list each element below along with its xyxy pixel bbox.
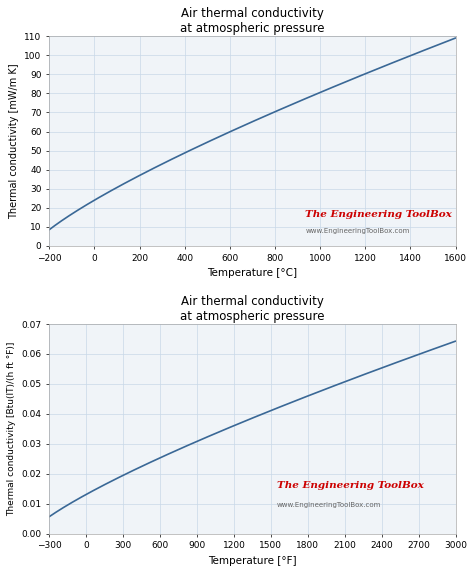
Text: www.EngineeringToolBox.com: www.EngineeringToolBox.com — [277, 501, 381, 508]
Title: Air thermal conductivity
at atmospheric pressure: Air thermal conductivity at atmospheric … — [180, 7, 325, 35]
Text: www.EngineeringToolBox.com: www.EngineeringToolBox.com — [305, 229, 410, 234]
X-axis label: Temperature [°C]: Temperature [°C] — [207, 268, 298, 278]
Text: The Engineering ToolBox: The Engineering ToolBox — [305, 210, 452, 218]
Y-axis label: Thermal conductivity [mW/m K]: Thermal conductivity [mW/m K] — [9, 63, 19, 219]
Text: The Engineering ToolBox: The Engineering ToolBox — [277, 481, 424, 490]
X-axis label: Temperature [°F]: Temperature [°F] — [208, 556, 297, 566]
Y-axis label: Thermal conductivity [Btu(IT)/(h ft °F)]: Thermal conductivity [Btu(IT)/(h ft °F)] — [7, 342, 16, 516]
Title: Air thermal conductivity
at atmospheric pressure: Air thermal conductivity at atmospheric … — [180, 295, 325, 323]
